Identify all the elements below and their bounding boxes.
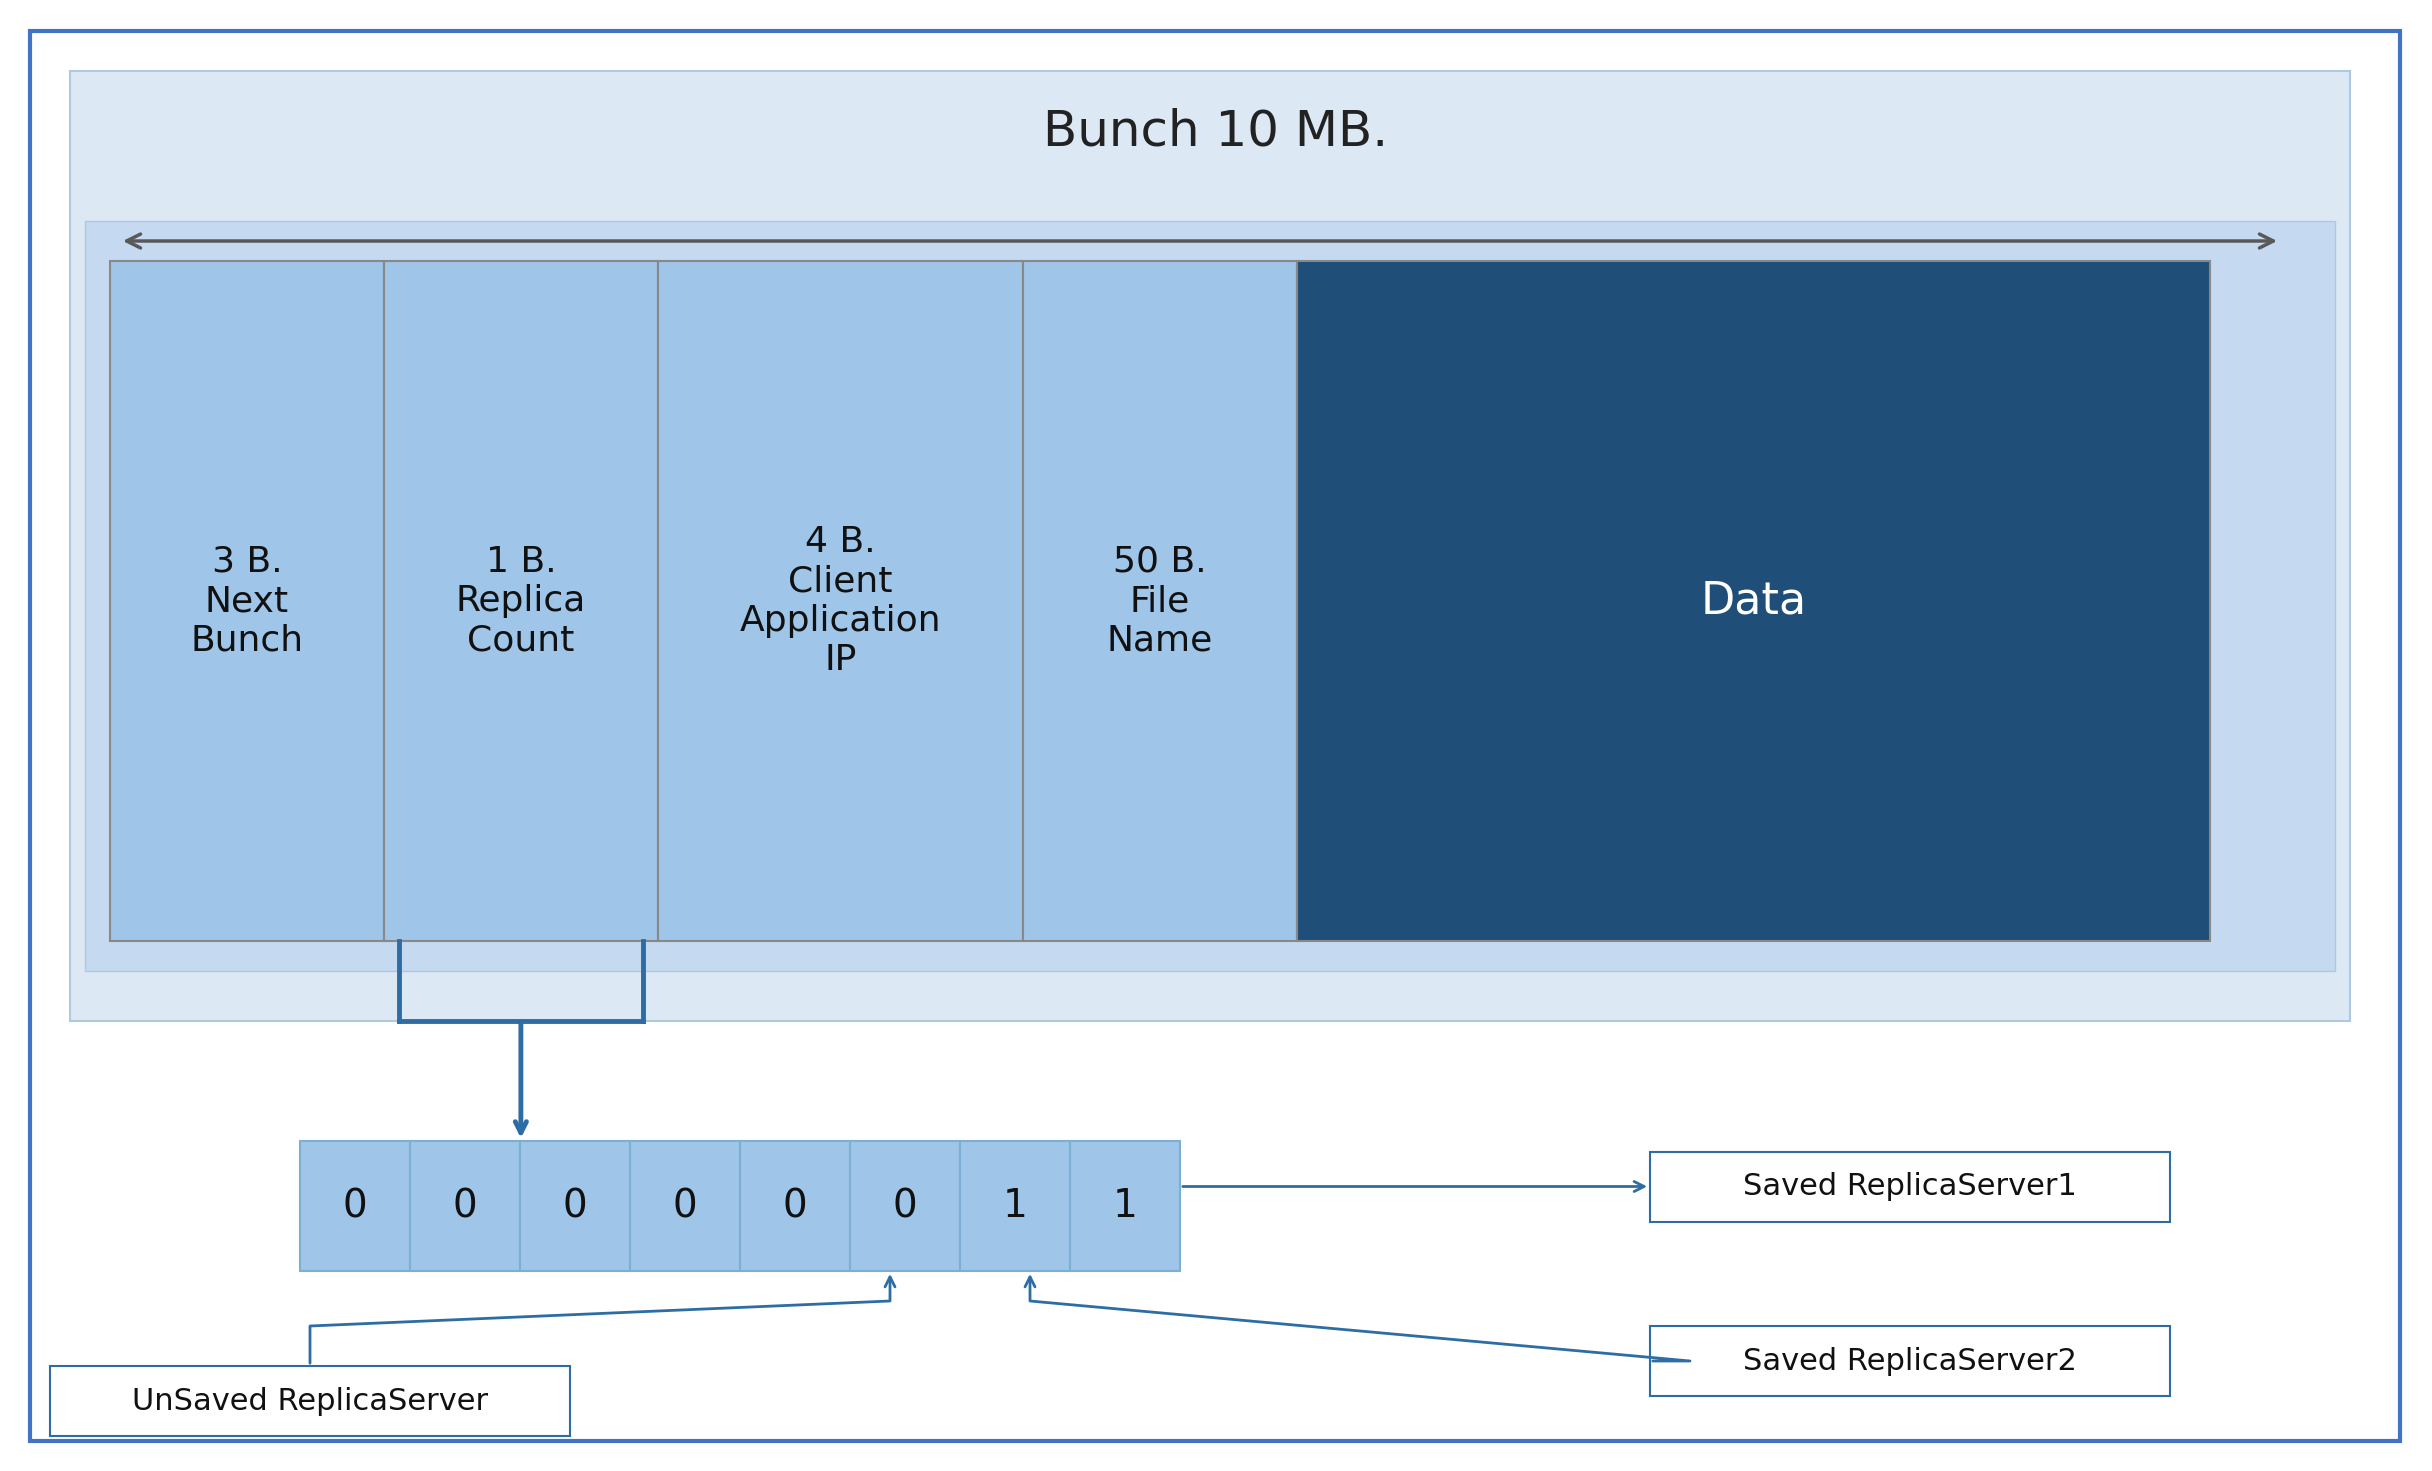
FancyBboxPatch shape [1296, 260, 2211, 941]
Text: 0: 0 [893, 1187, 917, 1225]
FancyBboxPatch shape [739, 1141, 851, 1271]
Text: 0: 0 [452, 1187, 477, 1225]
Text: Data: Data [1700, 580, 1807, 622]
Text: 0: 0 [674, 1187, 698, 1225]
Text: UnSaved ReplicaServer: UnSaved ReplicaServer [131, 1387, 489, 1415]
FancyBboxPatch shape [299, 1141, 411, 1271]
FancyBboxPatch shape [71, 71, 2349, 1021]
FancyBboxPatch shape [961, 1141, 1070, 1271]
Text: 0: 0 [783, 1187, 807, 1225]
FancyBboxPatch shape [85, 221, 2335, 971]
Text: Saved ReplicaServer1: Saved ReplicaServer1 [1744, 1172, 2077, 1200]
Text: 0: 0 [343, 1187, 367, 1225]
FancyBboxPatch shape [851, 1141, 961, 1271]
Text: 1: 1 [1002, 1187, 1026, 1225]
Text: 4 B.
Client
Application
IP: 4 B. Client Application IP [739, 525, 941, 677]
Text: 1: 1 [1111, 1187, 1138, 1225]
FancyBboxPatch shape [520, 1141, 630, 1271]
FancyBboxPatch shape [51, 1367, 569, 1436]
FancyBboxPatch shape [384, 260, 657, 941]
FancyBboxPatch shape [29, 31, 2400, 1442]
FancyBboxPatch shape [109, 260, 384, 941]
Text: 50 B.
File
Name: 50 B. File Name [1107, 544, 1214, 658]
FancyBboxPatch shape [630, 1141, 739, 1271]
FancyBboxPatch shape [1649, 1325, 2169, 1396]
Text: 1 B.
Replica
Count: 1 B. Replica Count [455, 544, 586, 658]
Text: 3 B.
Next
Bunch: 3 B. Next Bunch [190, 544, 304, 658]
FancyBboxPatch shape [657, 260, 1024, 941]
Text: Saved ReplicaServer2: Saved ReplicaServer2 [1744, 1346, 2077, 1375]
FancyBboxPatch shape [1649, 1152, 2169, 1221]
FancyBboxPatch shape [1024, 260, 1296, 941]
FancyBboxPatch shape [411, 1141, 520, 1271]
Text: Bunch 10 MB.: Bunch 10 MB. [1043, 107, 1389, 154]
Text: 0: 0 [562, 1187, 589, 1225]
FancyBboxPatch shape [1070, 1141, 1180, 1271]
